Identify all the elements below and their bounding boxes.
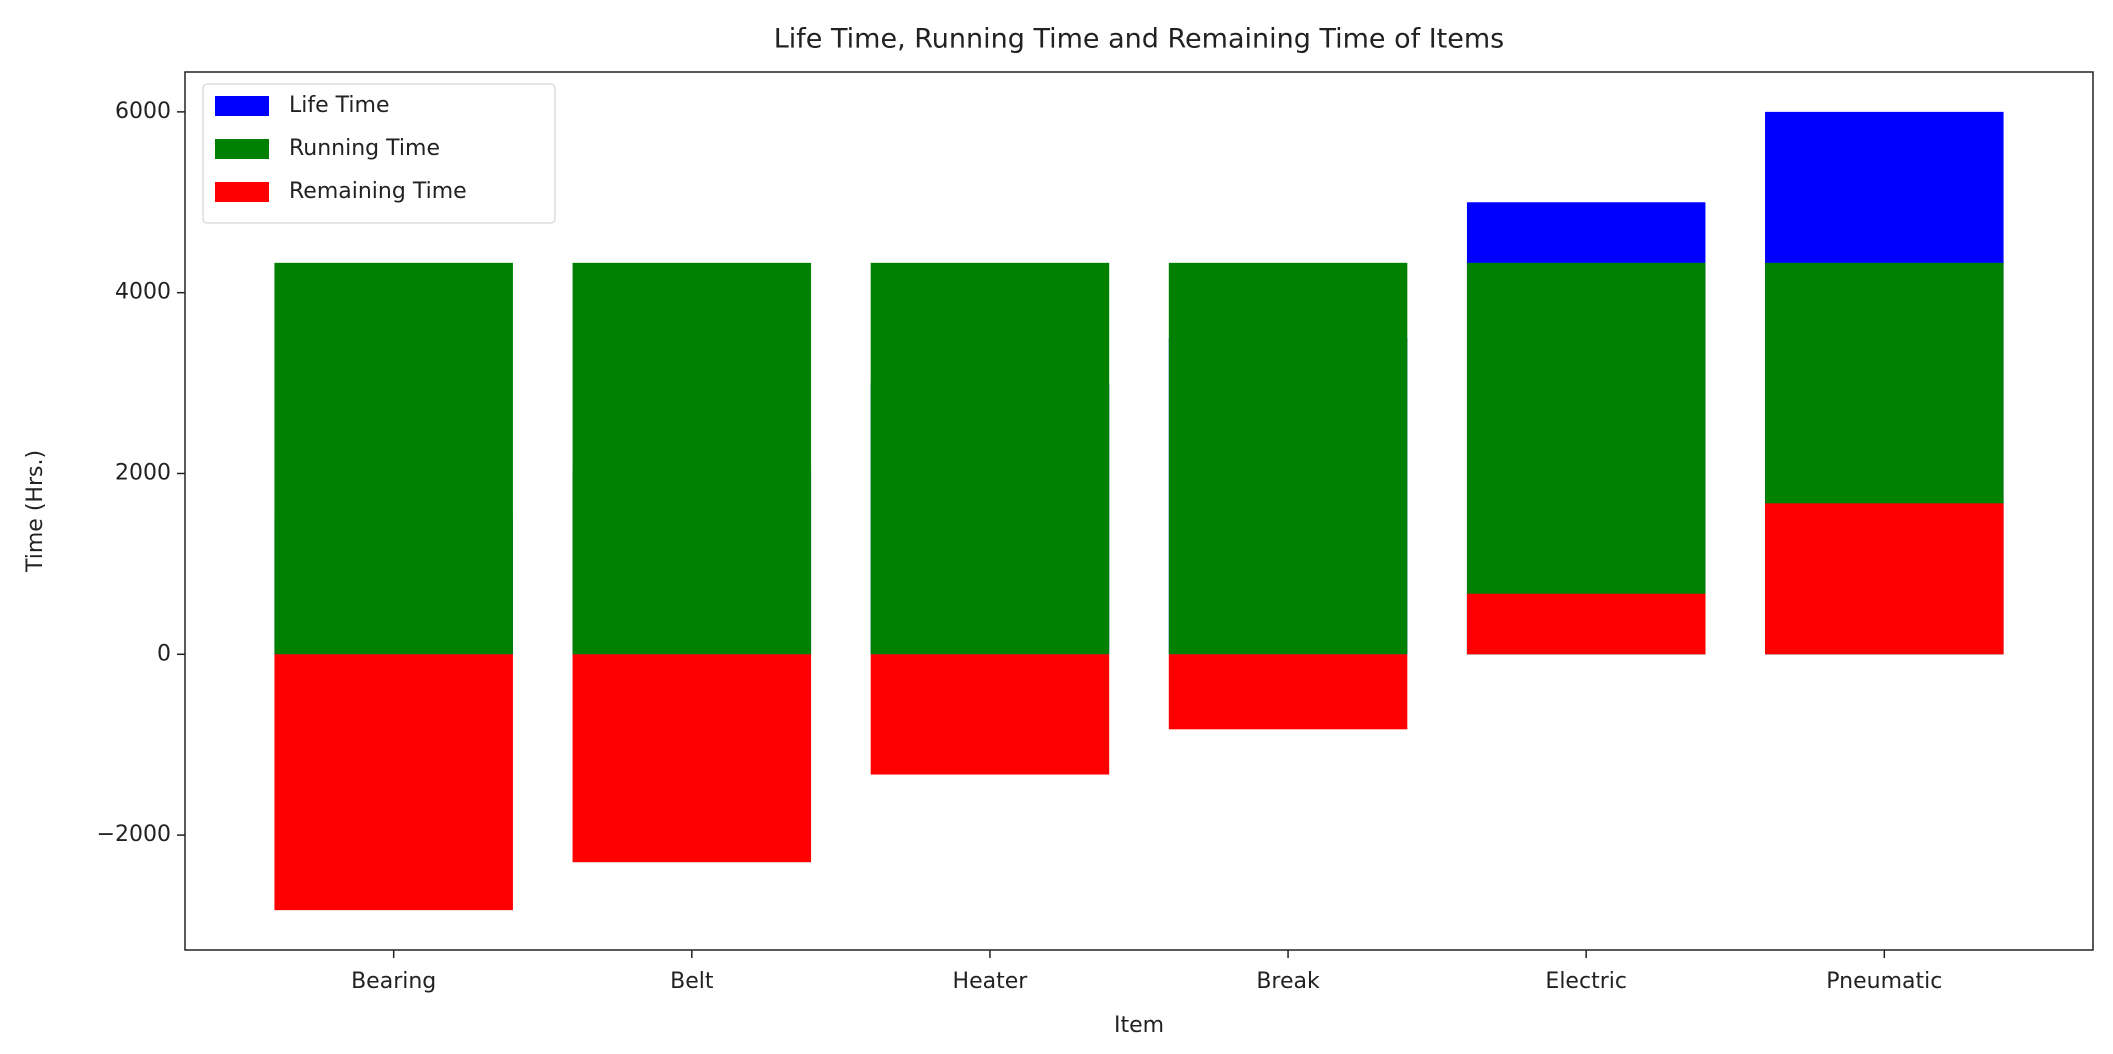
y-tick-label: 2000 <box>115 460 171 485</box>
legend-label: Running Time <box>289 136 440 161</box>
x-tick-label: Break <box>1256 969 1320 994</box>
legend-label: Life Time <box>289 93 389 118</box>
y-tick-label: 6000 <box>115 99 171 124</box>
legend-swatch <box>215 182 269 202</box>
legend-box <box>202 83 556 224</box>
y-tick-label: −2000 <box>97 822 171 847</box>
legend-swatch <box>215 139 269 159</box>
y-tick-label: 4000 <box>115 280 171 305</box>
x-tick-label: Electric <box>1545 969 1627 994</box>
x-axis-label: Item <box>1114 1013 1164 1038</box>
bar <box>870 262 1110 655</box>
bar <box>1168 262 1408 655</box>
bar <box>1765 503 2004 655</box>
bar <box>1466 262 1706 655</box>
y-tick-label: 0 <box>157 641 171 666</box>
bar <box>572 262 812 655</box>
chart-title: Life Time, Running Time and Remaining Ti… <box>774 24 1505 55</box>
bar <box>1466 593 1706 655</box>
bar <box>274 654 513 911</box>
bar <box>870 654 1110 775</box>
plot-frame <box>184 71 2094 951</box>
legend: Life Time Running Time Remaining Time <box>202 83 556 224</box>
x-tick-label: Pneumatic <box>1826 969 1942 994</box>
y-axis-label: Time (Hrs.) <box>23 450 48 573</box>
bar <box>274 262 513 655</box>
x-tick-label: Bearing <box>351 969 436 994</box>
bar <box>572 654 812 863</box>
legend-swatch <box>215 96 269 116</box>
bar <box>1168 654 1408 730</box>
legend-label: Remaining Time <box>289 179 467 204</box>
x-tick-label: Heater <box>953 969 1029 994</box>
x-tick-label: Belt <box>670 969 714 994</box>
